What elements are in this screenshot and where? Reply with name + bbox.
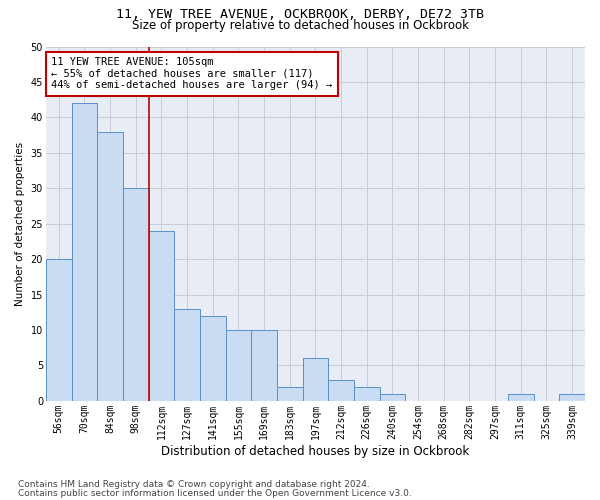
Bar bbox=[559, 394, 585, 401]
Text: 11, YEW TREE AVENUE, OCKBROOK, DERBY, DE72 3TB: 11, YEW TREE AVENUE, OCKBROOK, DERBY, DE… bbox=[116, 8, 484, 20]
Bar bbox=[123, 188, 149, 401]
Bar bbox=[174, 309, 200, 401]
Bar bbox=[277, 386, 302, 401]
Text: 11 YEW TREE AVENUE: 105sqm
← 55% of detached houses are smaller (117)
44% of sem: 11 YEW TREE AVENUE: 105sqm ← 55% of deta… bbox=[51, 57, 332, 90]
Bar bbox=[328, 380, 354, 401]
Bar bbox=[226, 330, 251, 401]
Bar bbox=[46, 259, 71, 401]
X-axis label: Distribution of detached houses by size in Ockbrook: Distribution of detached houses by size … bbox=[161, 444, 470, 458]
Bar bbox=[149, 231, 174, 401]
Bar bbox=[71, 103, 97, 401]
Bar bbox=[380, 394, 405, 401]
Bar bbox=[97, 132, 123, 401]
Y-axis label: Number of detached properties: Number of detached properties bbox=[15, 142, 25, 306]
Bar bbox=[251, 330, 277, 401]
Text: Contains HM Land Registry data © Crown copyright and database right 2024.: Contains HM Land Registry data © Crown c… bbox=[18, 480, 370, 489]
Text: Size of property relative to detached houses in Ockbrook: Size of property relative to detached ho… bbox=[131, 18, 469, 32]
Bar bbox=[200, 316, 226, 401]
Bar bbox=[302, 358, 328, 401]
Text: Contains public sector information licensed under the Open Government Licence v3: Contains public sector information licen… bbox=[18, 488, 412, 498]
Bar bbox=[508, 394, 533, 401]
Bar bbox=[354, 386, 380, 401]
